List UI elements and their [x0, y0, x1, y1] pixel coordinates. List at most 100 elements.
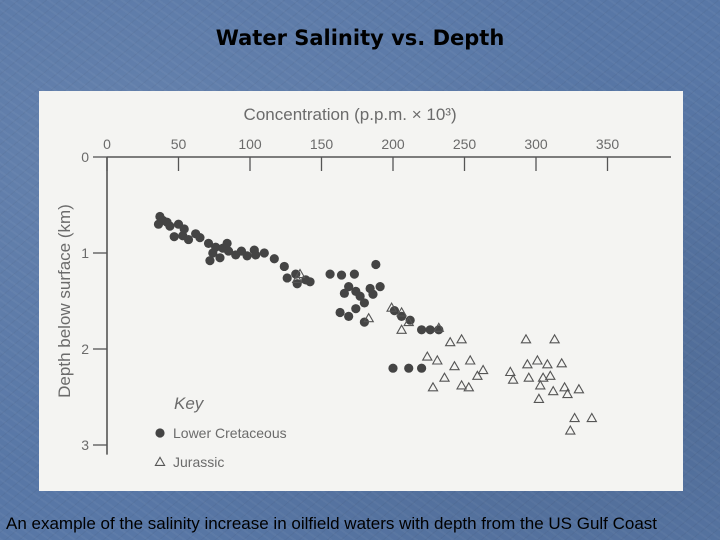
lower-cretaceous-point: [195, 233, 205, 243]
jurassic-point: [396, 324, 408, 334]
lower-cretaceous-point: [344, 282, 354, 292]
jurassic-point: [537, 372, 549, 382]
jurassic-point: [386, 301, 398, 312]
y-tick-label: 0: [81, 149, 89, 165]
lower-cretaceous-point: [223, 246, 234, 256]
lower-cretaceous-point: [165, 221, 175, 231]
chart-panel: Concentration (p.p.m. × 10³) 0 50 100 150 200…: [39, 91, 683, 491]
jurassic-point: [531, 354, 543, 365]
jurassic-point: [520, 333, 532, 344]
lower-cretaceous-point: [169, 232, 179, 242]
legend-marker-lower-cretaceous: [155, 428, 165, 438]
lower-cretaceous-point: [335, 307, 345, 318]
jurassic-point: [363, 312, 375, 323]
jurassic-point: [396, 306, 408, 317]
lower-cretaceous-point: [339, 288, 349, 298]
lower-cretaceous-point: [205, 256, 215, 266]
x-tick-label: 0: [103, 136, 111, 152]
y-tick-label: 3: [81, 437, 89, 453]
lower-cretaceous-point: [349, 269, 359, 279]
lower-cretaceous-point: [282, 273, 292, 283]
lower-cretaceous-point: [404, 363, 414, 373]
x-tick-label: 250: [453, 136, 477, 152]
lower-cretaceous-point: [269, 254, 279, 264]
slide-title: Water Salinity vs. Depth: [215, 26, 505, 50]
axes: Concentration (p.p.m. × 10³) 0 50 100 150 200…: [55, 105, 671, 455]
lower-cretaceous-point: [389, 306, 400, 316]
slide-caption: An example of the salinity increase in o…: [6, 514, 658, 533]
jurassic-point: [421, 350, 433, 361]
scatter-chart: Concentration (p.p.m. × 10³) 0 50 100 150 200…: [55, 105, 671, 470]
jurassic-point: [569, 412, 581, 423]
x-tick-label: 50: [171, 136, 187, 152]
lower-cretaceous-point: [371, 259, 381, 270]
jurassic-point: [559, 381, 571, 392]
jurassic-point: [471, 370, 483, 380]
lower-cretaceous-point: [251, 250, 261, 260]
jurassic-point: [477, 364, 489, 375]
jurassic-point: [403, 316, 415, 327]
x-tick-label: 150: [310, 136, 334, 152]
lower-cretaceous-point: [355, 291, 365, 301]
lower-cretaceous-point: [292, 279, 302, 289]
lower-cretaceous-point: [259, 248, 269, 258]
legend-title: Key: [174, 394, 205, 413]
jurassic-point: [534, 379, 546, 390]
data-points: [153, 211, 598, 435]
jurassic-point: [456, 333, 468, 344]
jurassic-point: [444, 336, 456, 347]
y-tick-label: 1: [81, 245, 89, 261]
lower-cretaceous-point: [417, 325, 427, 335]
lower-cretaceous-point: [325, 269, 335, 279]
lower-cretaceous-point: [359, 298, 369, 308]
lower-cretaceous-point: [336, 270, 347, 280]
x-axis-label: Concentration (p.p.m. × 10³): [244, 105, 457, 124]
lower-cretaceous-point: [203, 238, 214, 248]
jurassic-point: [507, 373, 519, 384]
jurassic-point: [456, 379, 468, 390]
x-tick-label: 300: [524, 136, 548, 152]
lower-cretaceous-point: [153, 219, 164, 229]
jurassic-point: [431, 354, 443, 365]
jurassic-point: [504, 366, 516, 377]
legend-label-jurassic: Jurassic: [173, 454, 224, 470]
lower-cretaceous-point: [388, 363, 398, 373]
jurassic-point: [533, 393, 545, 403]
x-tick-label: 350: [596, 136, 620, 152]
legend: Key Lower Cretaceous Jurassic: [154, 394, 287, 470]
jurassic-point: [544, 370, 556, 380]
jurassic-point: [433, 322, 445, 332]
jurassic-point: [561, 388, 574, 399]
jurassic-point: [549, 333, 561, 344]
x-tick-label: 200: [381, 136, 405, 152]
jurassic-point: [521, 358, 533, 369]
lower-cretaceous-point: [351, 304, 361, 314]
lower-cretaceous-point: [368, 289, 378, 299]
y-tick-label: 2: [81, 341, 89, 357]
jurassic-point: [564, 424, 576, 435]
y-axis-label: Depth below surface (km): [55, 204, 74, 398]
x-tick-label: 100: [238, 136, 262, 152]
lower-cretaceous-point: [305, 277, 315, 287]
jurassic-point: [541, 358, 553, 369]
jurassic-point: [294, 268, 306, 279]
lower-cretaceous-point: [242, 251, 252, 261]
jurassic-point: [523, 372, 535, 382]
jurassic-point: [427, 381, 439, 392]
jurassic-point: [448, 360, 461, 371]
jurassic-point: [464, 354, 476, 365]
jurassic-point: [586, 412, 598, 423]
lower-cretaceous-point: [208, 248, 218, 258]
jurassic-point: [547, 385, 559, 396]
lower-cretaceous-point: [425, 325, 435, 335]
lower-cretaceous-point: [279, 261, 289, 272]
jurassic-point: [291, 273, 303, 283]
lower-cretaceous-point: [215, 253, 225, 263]
jurassic-point: [438, 372, 451, 382]
lower-cretaceous-point: [344, 311, 354, 321]
lower-cretaceous-point: [222, 238, 232, 248]
lower-cretaceous-point: [417, 363, 427, 373]
lower-cretaceous-point: [183, 234, 194, 245]
legend-marker-jurassic: [154, 456, 166, 466]
lower-cretaceous-point: [375, 282, 385, 292]
